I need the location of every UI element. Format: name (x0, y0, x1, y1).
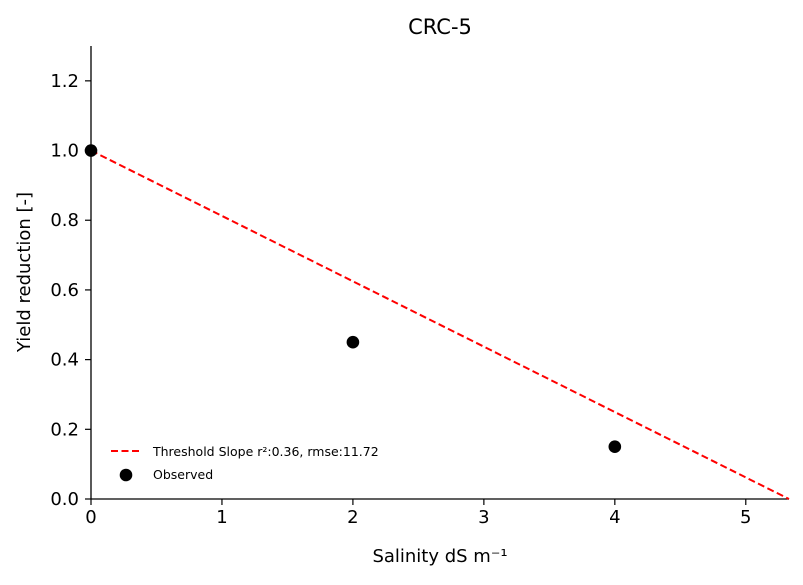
x-tick-label: 5 (740, 507, 751, 528)
observed-point (346, 335, 360, 349)
legend-label-threshold-slope: Threshold Slope r²:0.36, rmse:11.72 (152, 444, 379, 459)
x-tick-label: 1 (216, 507, 227, 528)
legend: Threshold Slope r²:0.36, rmse:11.72 Obse… (111, 444, 379, 482)
y-tick-label: 0.8 (50, 210, 79, 231)
series-line-threshold-slope (90, 149, 790, 500)
series-layer (84, 144, 790, 500)
y-tick-label: 0.2 (50, 419, 79, 440)
legend-label-observed: Observed (153, 467, 213, 482)
observed-point (84, 144, 98, 157)
legend-marker-observed (119, 468, 133, 482)
chart-title: CRC-5 (408, 15, 472, 39)
x-axis-label-text: Salinity dS m⁻¹ (372, 546, 507, 567)
x-axis-label: Salinity dS m⁻¹ (372, 546, 507, 567)
x-ticks: 0 1 2 3 4 5 (85, 499, 752, 528)
y-tick-label: 1.0 (50, 141, 79, 162)
x-tick-label: 0 (85, 507, 96, 528)
y-tick-label: 1.2 (50, 71, 79, 92)
y-axis-label: Yield reduction [-] (14, 192, 35, 353)
y-ticks: 0.0 0.2 0.4 0.6 0.8 1.0 1.2 (50, 71, 91, 510)
x-tick-label: 4 (609, 507, 620, 528)
observed-point (608, 440, 622, 454)
x-tick-label: 3 (478, 507, 489, 528)
x-tick-label: 2 (347, 507, 358, 528)
plot-area: 0 1 2 3 4 5 0.0 0.2 0.4 0.6 0.8 1.0 1.2 (50, 46, 790, 528)
y-tick-label: 0.6 (50, 280, 79, 301)
y-tick-label: 0.4 (50, 350, 79, 371)
y-tick-label: 0.0 (50, 489, 79, 510)
